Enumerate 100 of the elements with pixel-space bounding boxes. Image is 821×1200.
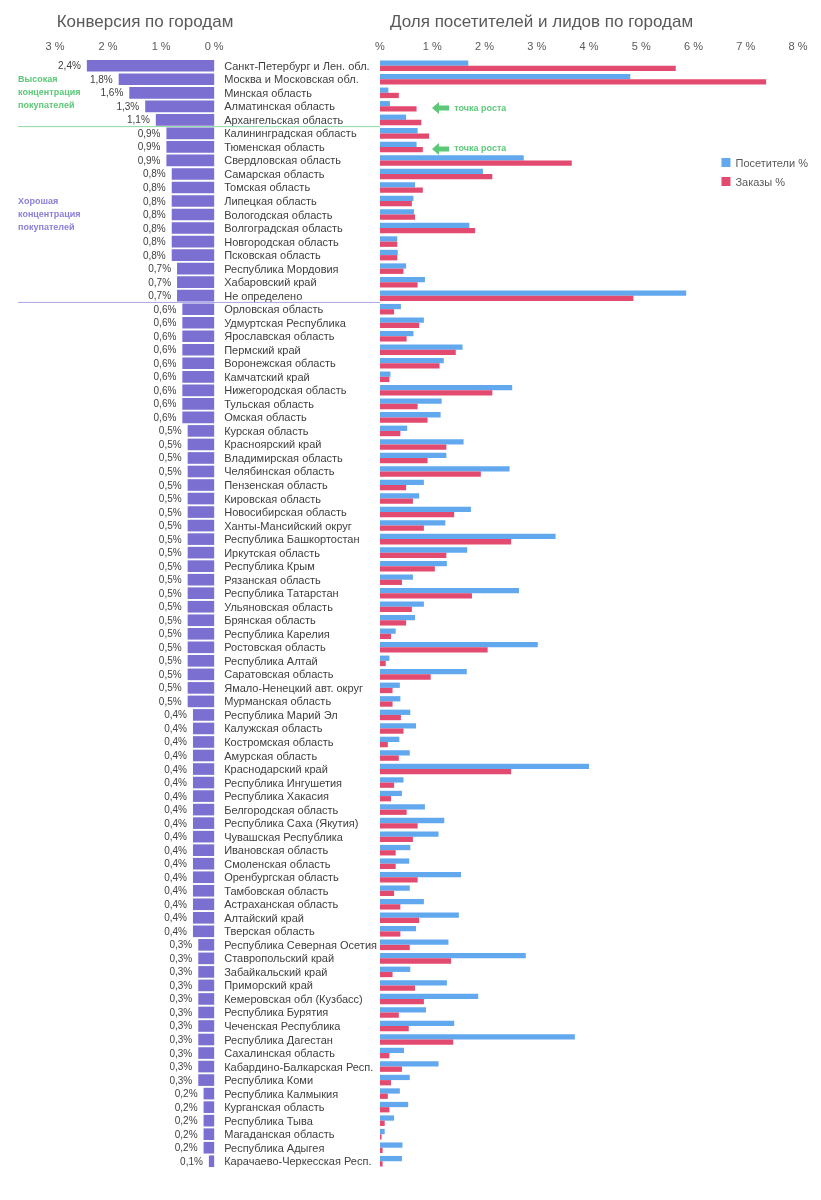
y-tick-label: Калужская область [224,722,323,735]
bar [380,201,412,207]
bar [380,587,519,594]
bar [380,1115,395,1121]
bar [198,979,215,992]
y-tick-label: Не определено [224,289,303,302]
bar [380,904,401,910]
bar [187,682,215,694]
bar [380,1093,388,1099]
bar [380,485,407,491]
bar [380,493,420,499]
bar [380,796,391,802]
bar [380,741,388,748]
data-label: 0,5% [158,547,182,559]
y-tick-label: Ямало-Ненецкий авт. округ [224,681,363,694]
bar [380,1128,385,1135]
y-tick-label: Республика Карелия [224,627,330,640]
bar [380,642,538,648]
bar [182,303,215,316]
bar [198,1074,215,1086]
y-tick-label: Воронежская область [224,357,336,370]
bar [380,660,386,667]
data-label: 0,4% [164,804,188,816]
data-label: 0,5% [158,533,182,545]
data-label: 0,5% [158,695,182,707]
data-label: 0,4% [164,763,188,775]
bar [380,655,390,661]
data-label: 0,5% [158,438,182,450]
bar [187,465,215,478]
bar [380,579,402,585]
bar [380,471,481,477]
data-label: 0,5% [158,587,182,599]
bar [380,885,410,891]
bar [380,863,396,869]
bar [380,980,447,986]
bar [380,817,445,824]
bar [380,931,401,937]
y-tick-label: Чувашская Республика [224,830,344,843]
ref-line-label: Высокая концентрация покупателей [18,74,84,111]
bar [380,295,634,301]
y-tick-label: Новгородская область [224,235,340,248]
bar [380,1147,383,1153]
bar [380,425,408,431]
bar [380,696,401,702]
data-label: 0,8% [142,249,166,261]
data-label: 0,2% [174,1115,198,1127]
bar [192,749,215,762]
bar [187,695,215,708]
y-tick-label: Ивановская область [224,844,329,857]
data-label: 0,5% [158,628,182,640]
bar [380,1161,383,1167]
x-tick-label: 0 % [204,39,224,52]
bar [380,168,483,174]
y-tick-label: Волгоградская область [224,222,344,235]
bar [380,228,476,234]
data-label: 0,3% [169,993,193,1005]
y-tick-label: Республика Бурятия [224,1006,329,1019]
data-label: 0,5% [158,493,182,505]
bar [192,830,215,843]
bar [203,1128,215,1140]
bar [380,330,414,337]
bar [177,262,215,275]
bar [380,687,393,694]
y-tick-label: Оренбургская область [224,871,340,884]
bar [380,173,493,180]
bar [380,750,410,756]
bar [380,344,463,350]
chart-title: Конверсия по городам [56,12,234,31]
y-tick-label: Костромская область [224,735,334,748]
bar [192,736,215,748]
data-label: 0,4% [164,831,188,843]
bar [187,438,215,451]
bar [192,844,215,856]
bar [380,917,420,924]
bar [177,276,215,288]
y-tick-label: Смоленская область [224,857,331,870]
data-label: 0,5% [158,641,182,653]
bar [182,411,215,424]
bar [380,268,404,274]
bar [380,620,407,626]
bar [171,195,215,207]
x-tick-label: 1 % [151,39,171,52]
data-label: 0,3% [169,1006,193,1018]
bar [380,336,407,342]
y-tick-label: Камчатский край [224,370,310,383]
bar [380,506,471,513]
bar [380,736,400,742]
bar [380,944,410,951]
bar [380,674,431,680]
bar [380,823,418,829]
bar [192,790,215,802]
bar [380,322,420,328]
legend-label: Посетители % [735,156,809,169]
bar [171,249,215,261]
data-label: 0,8% [142,181,166,193]
y-tick-label: Тульская область [224,397,315,410]
x-tick-label: % [375,39,386,52]
data-label: 1,3% [116,100,140,112]
data-label: 0,8% [142,195,166,207]
bar [380,701,393,707]
